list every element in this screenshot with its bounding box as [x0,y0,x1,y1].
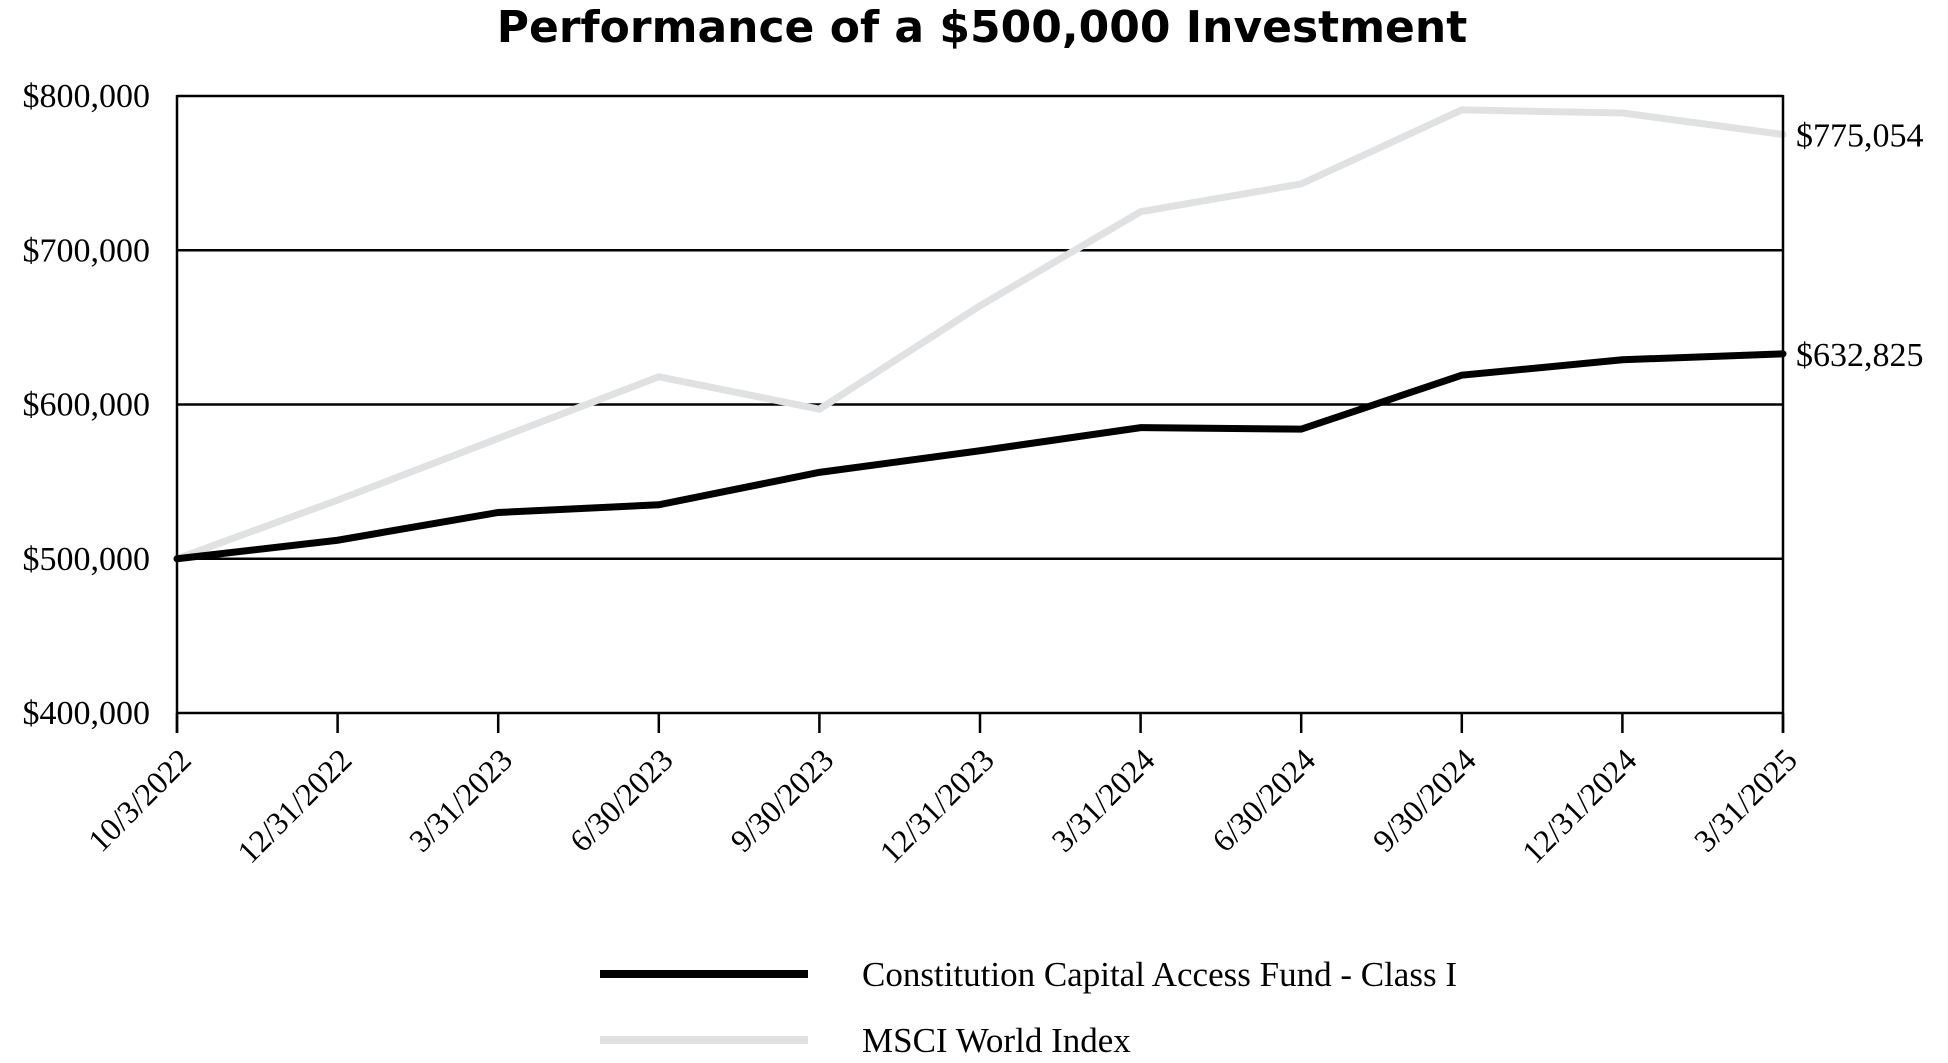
end-value-labels: $632,825 $775,054 [1796,117,1924,373]
x-tick-label: 9/30/2023 [723,741,840,858]
y-tick-label: $600,000 [23,387,151,424]
y-tick-label: $800,000 [23,78,151,115]
x-axis-labels: 10/3/2022 12/31/2022 3/31/2023 6/30/2023 9/3… [81,741,1804,870]
y-tick-label: $400,000 [23,695,151,732]
x-tick-label: 9/30/2024 [1366,741,1483,858]
x-tick-label: 10/3/2022 [81,741,198,858]
legend-label-index: MSCI World Index [862,1021,1131,1060]
x-tick-label: 12/31/2022 [230,741,359,870]
series-lines [173,106,1787,563]
index-end-label: $775,054 [1796,117,1924,154]
x-tick-label: 3/31/2023 [402,741,519,858]
chart-title: Performance of a $500,000 Investment [497,2,1468,53]
y-tick-label: $500,000 [23,541,151,578]
x-tick-label: 6/30/2023 [563,741,680,858]
gridlines [177,94,1783,715]
x-tick-label: 3/31/2024 [1044,741,1161,858]
x-tick-label: 12/31/2024 [1515,741,1644,870]
index-series-line [173,106,1787,563]
x-tick-label: 12/31/2023 [872,741,1001,870]
y-axis-labels: $400,000 $500,000 $600,000 $700,000 $800,000 [23,78,151,732]
y-tick-label: $700,000 [23,232,151,269]
legend-label-fund: Constitution Capital Access Fund - Class… [862,955,1457,994]
x-tick-label: 3/31/2025 [1687,741,1804,858]
axes [175,95,1785,733]
x-tick-label: 6/30/2024 [1205,741,1322,858]
fund-series-line [173,350,1787,563]
legend: Constitution Capital Access Fund - Class… [600,955,1457,1060]
fund-end-label: $632,825 [1796,337,1924,374]
